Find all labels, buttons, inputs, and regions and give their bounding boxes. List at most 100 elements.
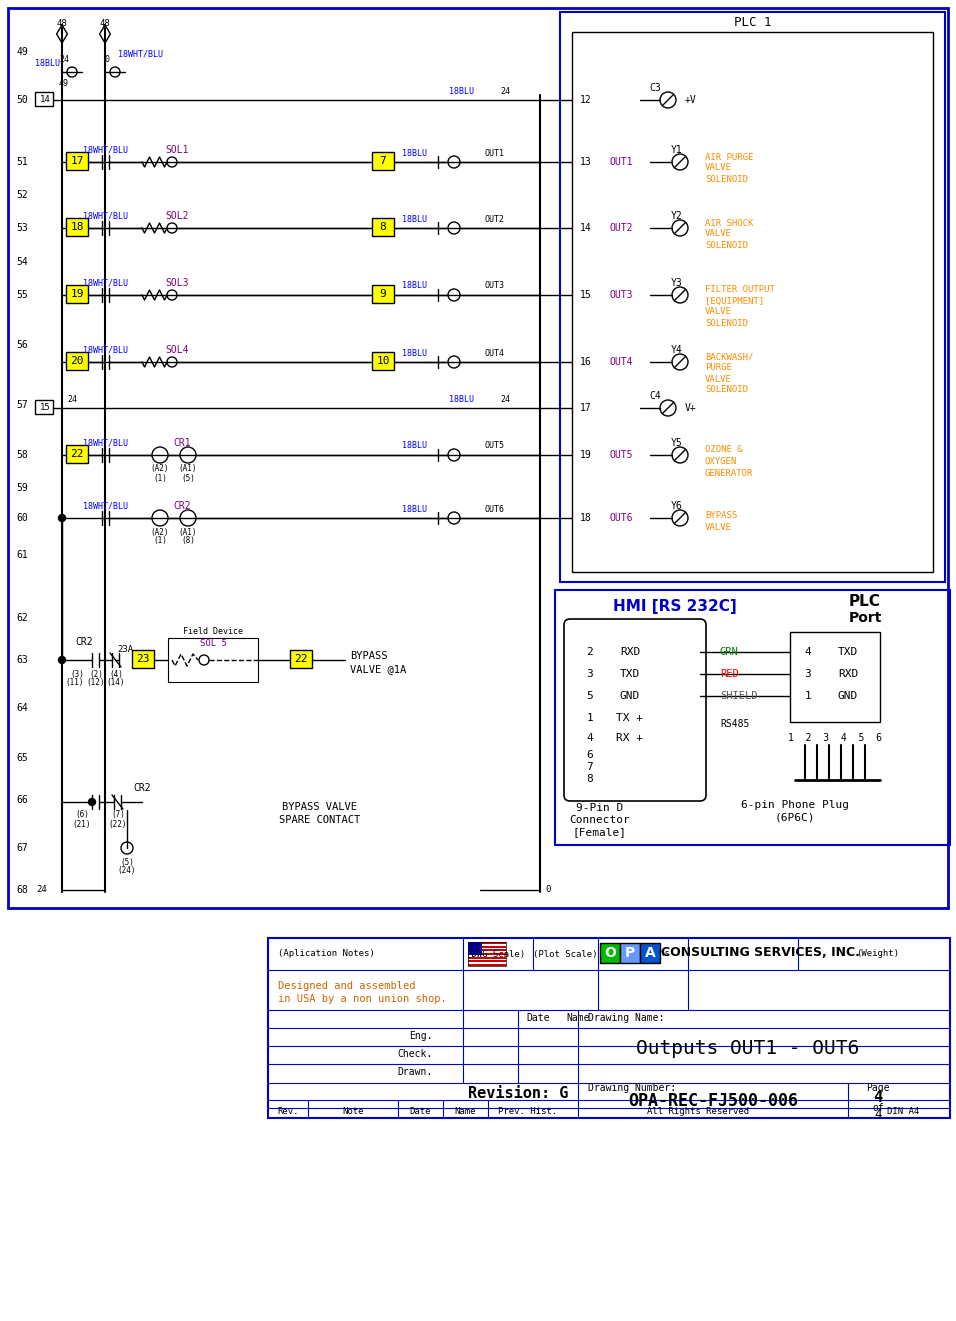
- Text: Prev. Hist.: Prev. Hist.: [498, 1107, 557, 1116]
- Text: 1  2  3  4  5  6: 1 2 3 4 5 6: [788, 733, 882, 742]
- Text: (6): (6): [76, 811, 89, 819]
- Text: 18BLU: 18BLU: [402, 214, 427, 223]
- Text: 8: 8: [380, 222, 386, 232]
- Text: (A1): (A1): [179, 465, 197, 473]
- Text: 18BLU: 18BLU: [402, 505, 427, 514]
- Text: Y5: Y5: [671, 439, 683, 448]
- Bar: [35, 400, 53, 413]
- Text: VALVE: VALVE: [705, 523, 732, 531]
- Text: 18WHT/BLU: 18WHT/BLU: [118, 49, 163, 58]
- Text: Note: Note: [342, 1107, 363, 1116]
- Text: OUT6: OUT6: [485, 505, 505, 514]
- Text: Date: Date: [526, 1013, 550, 1022]
- Text: (A1): (A1): [179, 527, 197, 536]
- Text: CR1: CR1: [173, 439, 191, 448]
- Text: 18WHT/BLU: 18WHT/BLU: [83, 279, 128, 288]
- Text: 52: 52: [16, 190, 28, 199]
- Bar: [268, 938, 950, 1118]
- Bar: [468, 955, 506, 956]
- Bar: [620, 943, 640, 963]
- Text: 18WHT/BLU: 18WHT/BLU: [83, 145, 128, 155]
- Bar: [66, 152, 88, 170]
- Text: PLC: PLC: [849, 594, 880, 609]
- Text: VALVE @1A: VALVE @1A: [350, 664, 406, 674]
- Bar: [468, 964, 506, 966]
- Text: Drawn.: Drawn.: [398, 1067, 433, 1077]
- Text: (8): (8): [181, 536, 195, 546]
- Bar: [468, 951, 506, 952]
- Text: SOLENOID: SOLENOID: [705, 386, 748, 395]
- Bar: [572, 32, 933, 572]
- Text: 24: 24: [500, 86, 510, 95]
- Text: HMI [RS 232C]: HMI [RS 232C]: [613, 598, 737, 613]
- Text: (DWG Scale): (DWG Scale): [467, 950, 526, 959]
- Text: 7: 7: [587, 762, 594, 771]
- Text: TXD: TXD: [837, 647, 858, 657]
- Text: OPA-REC-FJ500-006: OPA-REC-FJ500-006: [628, 1092, 798, 1110]
- Bar: [66, 445, 88, 462]
- Circle shape: [58, 657, 66, 663]
- Text: 19: 19: [580, 450, 592, 460]
- Text: OUT1: OUT1: [610, 157, 634, 166]
- Text: 60: 60: [16, 513, 28, 523]
- Text: 18BLU: 18BLU: [402, 349, 427, 358]
- Text: 24: 24: [500, 395, 510, 403]
- Circle shape: [89, 798, 96, 806]
- Text: C4: C4: [649, 391, 661, 402]
- Text: 53: 53: [16, 223, 28, 232]
- Text: OUT6: OUT6: [610, 513, 634, 523]
- Text: SOLENOID: SOLENOID: [705, 318, 748, 328]
- Text: GND: GND: [619, 691, 641, 701]
- Text: 4: 4: [874, 1091, 882, 1106]
- Bar: [468, 959, 506, 960]
- Text: 18WHT/BLU: 18WHT/BLU: [83, 346, 128, 354]
- Text: (24): (24): [118, 867, 137, 876]
- Text: 62: 62: [16, 613, 28, 624]
- Text: OUT1: OUT1: [485, 148, 505, 157]
- Text: PURGE: PURGE: [705, 363, 732, 373]
- Bar: [66, 218, 88, 236]
- Text: Dimensions: Dimensions: [616, 950, 670, 959]
- Text: OUT3: OUT3: [485, 281, 505, 291]
- Text: (2): (2): [89, 670, 103, 679]
- Text: 19: 19: [70, 289, 84, 299]
- Text: (22): (22): [109, 819, 127, 828]
- Bar: [372, 285, 394, 303]
- Text: 15: 15: [580, 291, 592, 300]
- Text: 7: 7: [380, 156, 386, 166]
- Text: (Aplication Notes): (Aplication Notes): [278, 950, 375, 959]
- Text: 18: 18: [70, 222, 84, 232]
- Text: (1): (1): [153, 536, 167, 546]
- Text: C3: C3: [649, 83, 661, 92]
- Text: GRN: GRN: [720, 647, 739, 657]
- Text: 9: 9: [380, 289, 386, 299]
- Bar: [372, 351, 394, 370]
- Bar: [372, 218, 394, 236]
- Text: Y2: Y2: [671, 211, 683, 221]
- Text: 18WHT/BLU: 18WHT/BLU: [83, 211, 128, 221]
- Text: 3: 3: [805, 668, 812, 679]
- Text: Rev.: Rev.: [277, 1107, 298, 1116]
- Text: 15: 15: [39, 403, 51, 412]
- Text: 61: 61: [16, 550, 28, 560]
- Text: (21): (21): [73, 819, 91, 828]
- Text: 18WHT/BLU: 18WHT/BLU: [83, 502, 128, 510]
- Text: 58: 58: [16, 450, 28, 460]
- Bar: [468, 960, 506, 962]
- Bar: [560, 12, 945, 583]
- Text: SHIELD: SHIELD: [720, 691, 757, 701]
- Text: Y4: Y4: [671, 345, 683, 355]
- Text: Revision: G: Revision: G: [467, 1086, 568, 1100]
- Text: OUT2: OUT2: [610, 223, 634, 232]
- Text: Drawing Number:: Drawing Number:: [588, 1083, 676, 1092]
- Text: (Weight): (Weight): [857, 950, 900, 959]
- Text: Check.: Check.: [398, 1049, 433, 1059]
- Text: 24: 24: [67, 395, 77, 403]
- Text: 67: 67: [16, 843, 28, 853]
- Text: 4: 4: [874, 1108, 881, 1122]
- Bar: [168, 638, 258, 682]
- Bar: [132, 650, 154, 668]
- Bar: [468, 952, 506, 955]
- Text: 54: 54: [16, 258, 28, 267]
- Text: 4: 4: [805, 647, 812, 657]
